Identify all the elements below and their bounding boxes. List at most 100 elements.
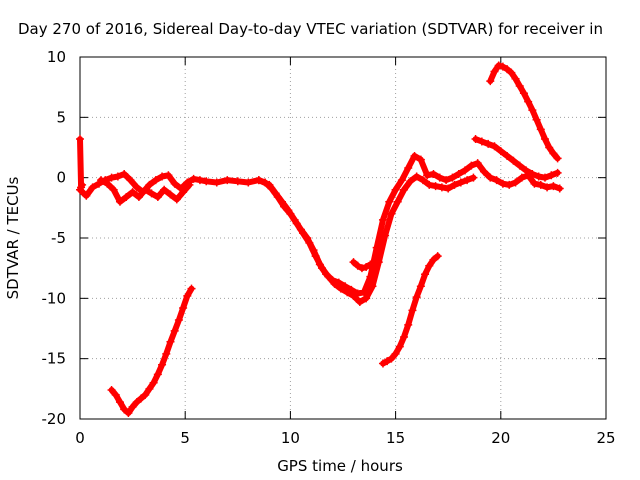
x-tick-label: 15 [386, 429, 405, 447]
data-point [183, 291, 192, 300]
data-point [324, 272, 333, 281]
data-point [317, 264, 326, 273]
data-point [416, 155, 425, 164]
data-point [387, 354, 396, 363]
data-point [336, 284, 345, 293]
data-point [378, 215, 387, 224]
data-point [416, 282, 425, 291]
data-point [383, 357, 392, 366]
data-point [187, 284, 196, 293]
data-point [471, 135, 480, 144]
data-point [170, 179, 179, 188]
data-point [374, 258, 383, 267]
data-point [437, 183, 446, 192]
data-point [540, 173, 549, 182]
data-point [113, 172, 122, 181]
data-point [477, 137, 486, 146]
x-tick-label: 25 [596, 429, 615, 447]
data-point [404, 164, 413, 173]
data-point [153, 192, 162, 201]
chart-title: Day 270 of 2016, Sidereal Day-to-day VTE… [18, 20, 603, 38]
y-tick-label: -15 [42, 350, 67, 368]
series-6 [471, 135, 562, 182]
data-point [378, 359, 387, 368]
data-point [553, 168, 562, 177]
series-4 [378, 252, 442, 368]
data-point [421, 270, 430, 279]
data-point [545, 143, 554, 152]
data-point [536, 180, 545, 189]
data-point [115, 197, 124, 206]
data-point [494, 61, 503, 70]
data-point [505, 180, 514, 189]
data-point [515, 161, 524, 170]
data-point [450, 180, 459, 189]
data-point [425, 180, 434, 189]
data-point [368, 282, 377, 291]
data-point [158, 360, 167, 369]
data-point [528, 106, 537, 115]
data-point [185, 180, 194, 189]
data-point [429, 170, 438, 179]
data-point [410, 151, 419, 160]
data-point [444, 184, 453, 193]
data-point [305, 238, 314, 247]
data-point [503, 151, 512, 160]
data-point [280, 202, 289, 211]
data-point [543, 183, 552, 192]
data-point [311, 252, 320, 261]
data-point [412, 293, 421, 302]
data-point [393, 197, 402, 206]
y-tick-label: -5 [51, 229, 66, 247]
data-point [400, 185, 409, 194]
data-point [115, 398, 124, 407]
data-point [503, 65, 512, 74]
data-point [128, 188, 137, 197]
data-point [540, 135, 549, 144]
series-7 [349, 258, 375, 273]
data-point [511, 178, 520, 187]
data-point [461, 166, 470, 175]
data-point [549, 149, 558, 158]
data-point [406, 177, 415, 186]
grid-layer [80, 57, 606, 419]
tick-label-layer: 0 5 10 15 20 25 -20 -15 -10 -5 0 5 10 [42, 48, 616, 447]
data-point [160, 185, 169, 194]
data-point [103, 179, 112, 188]
x-tick-label: 10 [281, 429, 300, 447]
data-point [362, 262, 371, 271]
data-point [137, 394, 146, 403]
data-point [387, 209, 396, 218]
data-point [362, 294, 371, 303]
data-point [511, 74, 520, 83]
series-2 [254, 172, 478, 306]
data-point [423, 171, 432, 180]
data-point [343, 288, 352, 297]
data-point [179, 188, 188, 197]
y-tick-label: 10 [47, 48, 66, 66]
data-point [435, 173, 444, 182]
data-point [141, 185, 150, 194]
data-point [448, 173, 457, 182]
series-trace [487, 62, 561, 162]
data-point [408, 306, 417, 315]
data-point [88, 183, 97, 192]
data-point [120, 170, 129, 179]
series-5 [486, 61, 562, 163]
data-point [166, 337, 175, 346]
data-point [107, 386, 116, 395]
data-point [179, 303, 188, 312]
x-tick-label: 5 [180, 429, 190, 447]
data-point [172, 195, 181, 204]
data-point [273, 192, 282, 201]
data-point [431, 182, 440, 191]
data-point [153, 370, 162, 379]
data-point [429, 255, 438, 264]
data-point [97, 176, 106, 185]
data-point [492, 176, 501, 185]
data-point [164, 171, 173, 180]
data-point [353, 261, 362, 270]
data-point [286, 209, 295, 218]
data-point [391, 185, 400, 194]
